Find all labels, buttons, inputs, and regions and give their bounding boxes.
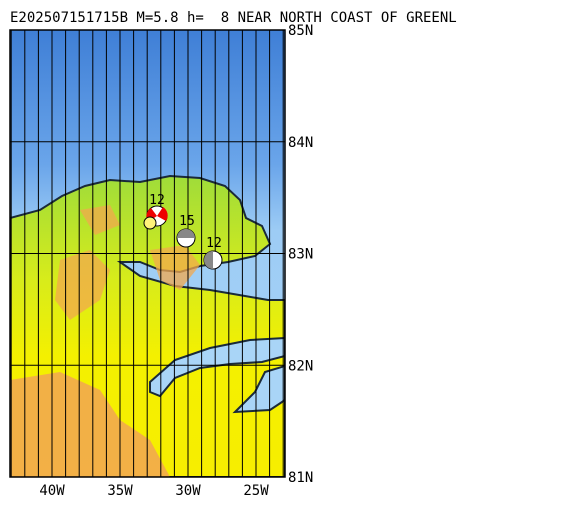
- graticule: [10, 30, 285, 477]
- lon-label: 35W: [107, 483, 133, 499]
- title: E202507151715B M=5.8 h= 8 NEAR NORTH COA…: [10, 10, 457, 26]
- map-area: [10, 30, 285, 477]
- beachball: [143, 216, 157, 230]
- lat-label: 84N: [288, 135, 313, 151]
- lat-label: 81N: [288, 470, 313, 486]
- lon-label: 40W: [39, 483, 65, 499]
- event-label: 12: [206, 236, 222, 251]
- event-label: 12: [149, 193, 165, 208]
- highland: [10, 372, 170, 477]
- beachball-quadrant: [177, 229, 195, 238]
- lon-label: 30W: [175, 483, 201, 499]
- event-label: 15: [179, 214, 195, 229]
- lat-label: 83N: [288, 247, 313, 263]
- highland: [55, 205, 200, 320]
- frame: [9, 29, 286, 478]
- beachball-quadrant: [204, 251, 213, 269]
- beachball-quadrant: [157, 207, 168, 221]
- lat-label: 82N: [288, 358, 313, 374]
- event: 12: [143, 193, 168, 230]
- lat-label: 85N: [288, 23, 313, 39]
- lat-labels: 85N 84N 83N 82N 81N: [288, 23, 313, 486]
- event: 12: [203, 236, 223, 270]
- lon-labels: 40W 35W 30W 25W: [39, 483, 269, 499]
- fjord: [149, 336, 285, 398]
- lon-label: 25W: [243, 483, 269, 499]
- event: 15: [176, 214, 196, 248]
